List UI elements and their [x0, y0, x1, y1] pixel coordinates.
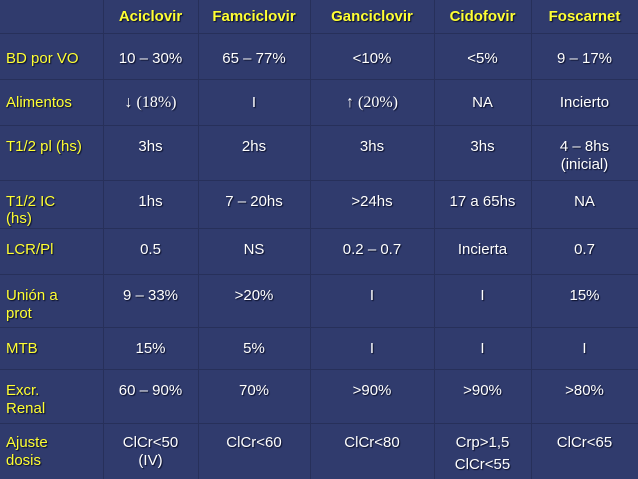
header-famciclovir: Famciclovir	[212, 8, 296, 25]
table-cell: 10 – 30%	[118, 50, 183, 67]
table-cell: ClCr<55	[454, 456, 511, 473]
row-label-union-a-prot-line2: prot	[6, 305, 32, 322]
header-foscarnet: Foscarnet	[548, 8, 621, 25]
table-cell: ClCr<50	[122, 434, 179, 451]
table-cell: ClCr<65	[556, 434, 613, 451]
row-divider	[0, 125, 638, 126]
table-cell: (IV)	[138, 452, 163, 469]
table-cell: ClCr<60	[226, 434, 282, 451]
table-cell: 5%	[243, 340, 265, 357]
table-cell: >80%	[565, 382, 604, 399]
row-label-excr-renal-line2: Renal	[6, 400, 46, 417]
table-cell: <5%	[467, 50, 498, 67]
row-label-union-a-prot: Unión a	[6, 287, 58, 304]
table-cell: Crp>1,5	[455, 434, 510, 451]
table-cell: I	[369, 340, 375, 357]
row-label-alimentos: Alimentos	[6, 94, 72, 111]
table-cell: 60 – 90%	[118, 382, 183, 399]
row-divider	[0, 274, 638, 275]
table-cell: >90%	[352, 382, 392, 399]
table-cell: NA	[472, 94, 493, 111]
col-divider	[434, 0, 435, 479]
table-cell: I	[480, 340, 485, 357]
row-divider	[0, 369, 638, 370]
table-cell: >24hs	[351, 193, 393, 210]
table-cell: 9 – 17%	[556, 50, 613, 67]
table-cell: 3hs	[359, 138, 385, 155]
table-cell: 17 a 65hs	[449, 193, 516, 210]
row-divider	[0, 180, 638, 181]
table-cell: 1hs	[138, 193, 163, 210]
table-cell: 0.7	[574, 241, 595, 258]
table-cell: 3hs	[470, 138, 495, 155]
header-ganciclovir: Ganciclovir	[331, 8, 413, 25]
row-label-lcr-pl: LCR/Pl	[6, 241, 54, 258]
table-cell: 0.5	[140, 241, 161, 258]
row-label-t12-pl: T1/2 pl (hs)	[6, 138, 82, 155]
row-label-excr-renal: Excr.	[6, 382, 40, 399]
row-label-ajuste-dosis-line2: dosis	[6, 452, 42, 469]
table-cell: 0.2 – 0.7	[342, 241, 402, 258]
table-cell: 70%	[238, 382, 270, 399]
table-cell: NA	[574, 193, 595, 210]
row-divider	[0, 423, 638, 424]
header-aciclovir: Aciclovir	[118, 8, 183, 25]
row-label-mtb: MTB	[6, 340, 38, 357]
row-divider	[0, 79, 638, 80]
row-divider	[0, 33, 638, 34]
row-divider	[0, 228, 638, 229]
table-cell: ↑ (20%)	[346, 94, 398, 111]
row-label-bd-por-vo: BD por VO	[6, 50, 79, 67]
table-cell: 9 – 33%	[122, 287, 179, 304]
row-label-t12-ic-line2: (hs)	[6, 210, 32, 227]
col-divider	[198, 0, 199, 479]
table-cell: >20%	[234, 287, 274, 304]
table-cell: <10%	[352, 50, 392, 67]
table-cell: 3hs	[138, 138, 163, 155]
table-cell: ↓ (18%)	[124, 94, 177, 111]
col-divider	[103, 0, 104, 479]
table-cell: ClCr<80	[344, 434, 400, 451]
row-label-t12-ic: T1/2 IC	[6, 193, 56, 210]
table-cell: Incierta	[457, 241, 508, 258]
table-cell: 15%	[569, 287, 600, 304]
table-cell: Incierto	[559, 94, 610, 111]
table-cell: 7 – 20hs	[225, 193, 283, 210]
table-cell: NS	[243, 241, 265, 258]
table-cell: I	[480, 287, 485, 304]
header-cidofovir: Cidofovir	[449, 8, 516, 25]
col-divider	[310, 0, 311, 479]
table-cell: 2hs	[241, 138, 267, 155]
table-cell: (inicial)	[560, 156, 609, 173]
table-cell: >90%	[463, 382, 502, 399]
table-cell: I	[582, 340, 587, 357]
row-label-ajuste-dosis: Ajuste	[6, 434, 48, 451]
row-divider	[0, 327, 638, 328]
table-cell: I	[251, 94, 257, 111]
col-divider	[531, 0, 532, 479]
table-cell: 4 – 8hs	[559, 138, 610, 155]
table-cell: 15%	[135, 340, 166, 357]
table-cell: 65 – 77%	[222, 50, 286, 67]
table-cell: I	[369, 287, 375, 304]
